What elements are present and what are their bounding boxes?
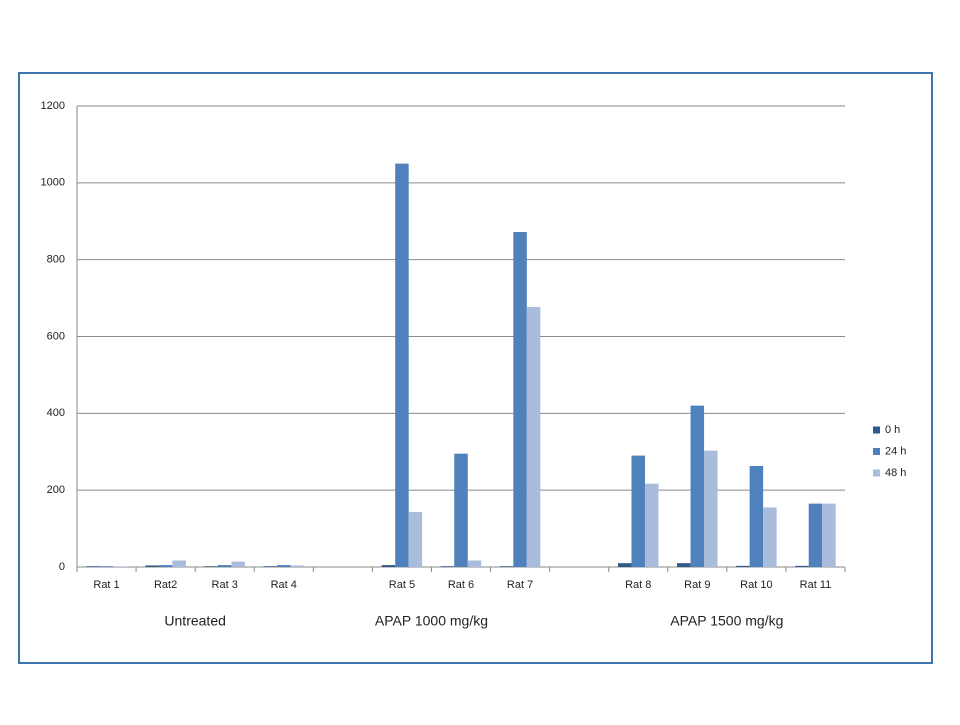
bar <box>750 466 764 567</box>
x-tick-label: Rat 11 <box>800 579 832 591</box>
bar <box>704 451 718 567</box>
bar <box>763 507 777 567</box>
y-tick-label: 0 <box>59 561 65 573</box>
x-tick-label: Rat 1 <box>93 579 119 591</box>
x-tick-label: Rat 8 <box>625 579 651 591</box>
y-tick-label: 200 <box>47 484 65 496</box>
bar <box>86 566 100 567</box>
bar <box>172 560 186 567</box>
x-tick-label: Rat2 <box>154 579 177 591</box>
bar <box>264 566 278 567</box>
bar <box>809 504 823 567</box>
legend-label: 48 h <box>885 467 906 479</box>
y-tick-label: 800 <box>47 254 65 266</box>
chart-frame <box>19 73 932 663</box>
bar <box>822 504 836 567</box>
bar <box>631 456 645 567</box>
legend-swatch <box>873 427 880 434</box>
bar <box>159 565 173 567</box>
bar <box>618 563 632 567</box>
bar <box>204 566 218 567</box>
bar <box>795 566 809 567</box>
bar <box>231 562 245 567</box>
legend-swatch <box>873 448 880 455</box>
bar <box>100 566 114 567</box>
bar <box>277 565 291 567</box>
group-label: Untreated <box>164 613 225 629</box>
bar <box>382 565 396 567</box>
x-tick-label: Rat 4 <box>271 579 297 591</box>
y-tick-label: 1200 <box>41 100 65 112</box>
legend-label: 24 h <box>885 445 906 457</box>
bar <box>441 566 455 567</box>
bar <box>691 406 705 567</box>
bar <box>513 232 527 567</box>
x-tick-label: Rat 10 <box>740 579 772 591</box>
group-label: APAP 1500 mg/kg <box>670 613 783 629</box>
x-tick-label: Rat 9 <box>684 579 710 591</box>
bar <box>677 563 691 567</box>
x-tick-label: Rat 6 <box>448 579 474 591</box>
y-tick-label: 1000 <box>41 177 65 189</box>
bar <box>527 307 541 567</box>
bar <box>395 164 409 567</box>
legend-swatch <box>873 470 880 477</box>
y-tick-label: 400 <box>47 407 65 419</box>
legend-label: 0 h <box>885 424 900 436</box>
bar <box>291 565 305 567</box>
y-tick-label: 600 <box>47 330 65 342</box>
x-tick-label: Rat 5 <box>389 579 415 591</box>
bar <box>736 566 750 567</box>
bar <box>409 512 423 567</box>
x-tick-label: Rat 3 <box>212 579 238 591</box>
bar <box>645 484 659 567</box>
bar <box>468 560 482 567</box>
x-tick-label: Rat 7 <box>507 579 533 591</box>
bar <box>145 565 159 567</box>
group-label: APAP 1000 mg/kg <box>375 613 488 629</box>
bar <box>454 454 468 567</box>
bar <box>218 565 232 567</box>
bar <box>500 566 513 567</box>
